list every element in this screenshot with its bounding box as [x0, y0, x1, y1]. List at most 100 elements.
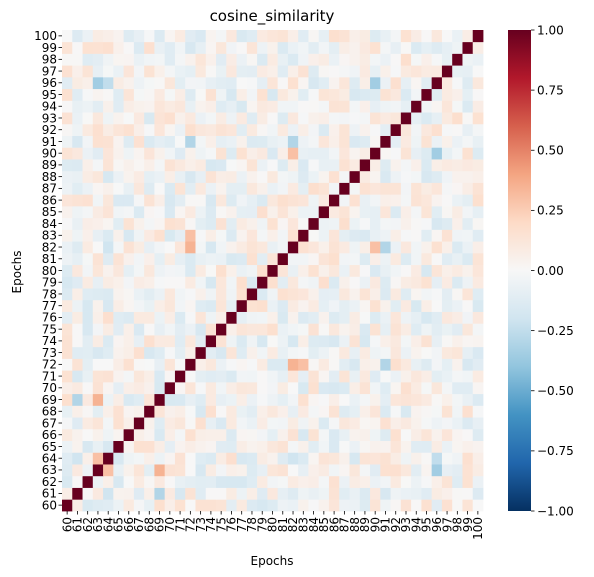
heatmap-cell: [62, 311, 73, 324]
heatmap-cell: [236, 464, 248, 477]
heatmap-cell: [400, 440, 412, 453]
heatmap-cell: [133, 135, 145, 148]
heatmap-cell: [92, 276, 104, 289]
heatmap-cell: [267, 417, 279, 430]
heatmap-cell: [431, 311, 443, 324]
heatmap-cell: [174, 452, 186, 465]
heatmap-cell: [257, 159, 268, 172]
heatmap-cell: [82, 393, 94, 406]
heatmap-cell: [452, 381, 463, 395]
heatmap-cell: [318, 464, 330, 477]
heatmap-cell: [216, 100, 227, 113]
heatmap-cell: [452, 205, 463, 219]
heatmap-cell: [195, 381, 207, 395]
heatmap-cell: [339, 381, 350, 395]
heatmap-cell: [472, 323, 484, 336]
heatmap-cell: [277, 159, 289, 172]
heatmap-cell: [472, 252, 484, 266]
heatmap-cell: [92, 393, 104, 406]
heatmap-cell: [185, 417, 196, 430]
y-tick-label: 96: [42, 76, 57, 90]
heatmap-cell: [370, 147, 381, 160]
heatmap-cell: [164, 428, 176, 442]
heatmap-cell: [205, 323, 217, 336]
y-tick-label: 64: [42, 452, 57, 466]
heatmap-cell: [144, 299, 155, 312]
heatmap-cell: [370, 417, 381, 430]
heatmap-cell: [92, 405, 104, 418]
heatmap-cell: [298, 346, 309, 359]
heatmap-cell: [359, 65, 371, 78]
heatmap-cell: [123, 252, 135, 266]
heatmap-cell: [174, 405, 186, 418]
heatmap-cell: [154, 30, 166, 43]
heatmap-cell: [236, 323, 248, 336]
heatmap-cell: [113, 358, 125, 371]
heatmap-cell: [390, 112, 402, 125]
heatmap-cell: [185, 170, 196, 183]
heatmap-cell: [92, 112, 104, 125]
heatmap-cell: [400, 252, 412, 266]
heatmap-cell: [411, 464, 422, 477]
heatmap-cell: [472, 135, 484, 148]
heatmap-cell: [359, 440, 371, 453]
heatmap-cell: [144, 440, 155, 453]
heatmap-cell: [462, 346, 474, 359]
heatmap-cell: [62, 252, 73, 266]
heatmap-cell: [62, 487, 73, 500]
heatmap-cell: [174, 170, 186, 183]
heatmap-cell: [123, 241, 135, 254]
heatmap-cell: [267, 194, 279, 207]
heatmap-cell: [62, 217, 73, 230]
heatmap-cell: [462, 358, 474, 371]
y-tick-label: 80: [42, 264, 57, 278]
heatmap-cell: [144, 464, 155, 477]
heatmap-cell: [144, 323, 155, 336]
heatmap-cell: [390, 311, 402, 324]
heatmap-cell: [185, 76, 196, 90]
heatmap-cell: [236, 393, 248, 406]
heatmap-cell: [431, 182, 443, 195]
heatmap-cell: [452, 276, 463, 289]
heatmap-cell: [462, 311, 474, 324]
heatmap-cell: [267, 452, 279, 465]
heatmap-cell: [226, 252, 237, 266]
heatmap-cell: [472, 194, 484, 207]
heatmap-cell: [277, 393, 289, 406]
heatmap-cell: [205, 393, 217, 406]
heatmap-cell: [246, 194, 258, 207]
heatmap-cell: [113, 370, 125, 383]
heatmap-cell: [308, 252, 320, 266]
heatmap-cell: [72, 335, 83, 348]
heatmap-cell: [236, 452, 248, 465]
heatmap-cell: [339, 135, 350, 148]
heatmap-cell: [195, 335, 207, 348]
heatmap-cell: [92, 53, 104, 66]
heatmap-cell: [421, 88, 433, 101]
heatmap-cell: [72, 41, 83, 54]
heatmap-cell: [92, 170, 104, 183]
heatmap-cell: [411, 53, 422, 66]
heatmap-cell: [370, 440, 381, 453]
heatmap-cell: [123, 452, 135, 465]
heatmap-cell: [462, 112, 474, 125]
heatmap-cell: [441, 217, 453, 230]
heatmap-cell: [308, 381, 320, 395]
y-tick-label: 83: [42, 229, 57, 243]
heatmap-cell: [462, 53, 474, 66]
heatmap-cell: [421, 299, 433, 312]
heatmap-cell: [287, 417, 299, 430]
heatmap-cell: [72, 464, 83, 477]
heatmap-cell: [462, 475, 474, 488]
heatmap-cell: [216, 393, 227, 406]
heatmap-cell: [123, 276, 135, 289]
heatmap-cell: [113, 487, 125, 500]
heatmap-cell: [154, 41, 166, 54]
heatmap-cell: [472, 428, 484, 442]
heatmap-cell: [380, 358, 391, 371]
colorbar-tick-label: 0.50: [537, 144, 564, 158]
heatmap-cell: [339, 41, 350, 54]
heatmap-cell: [123, 428, 135, 442]
y-tick-label: 98: [42, 53, 57, 67]
heatmap-cell: [72, 323, 83, 336]
